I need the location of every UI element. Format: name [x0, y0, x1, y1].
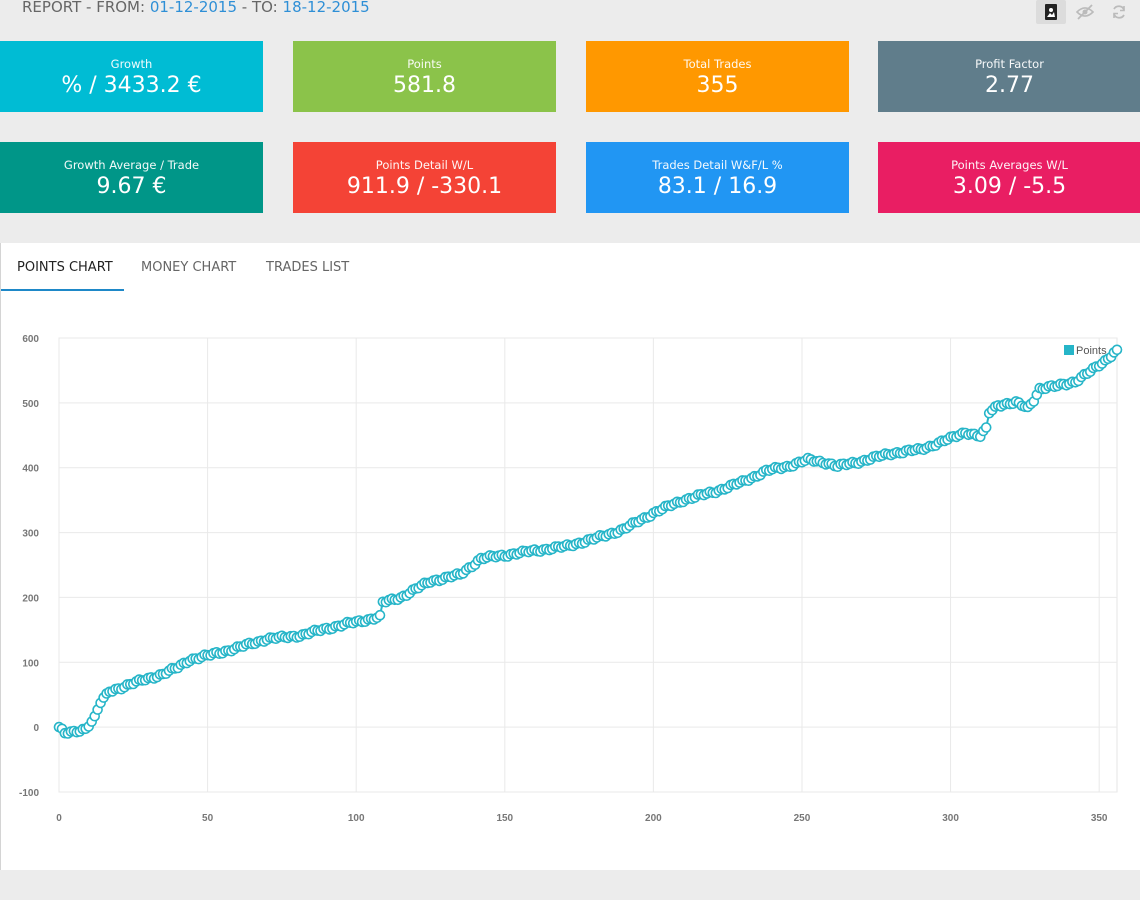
tab-points-chart[interactable]: POINTS CHART [17, 260, 113, 275]
report-prefix: REPORT - FROM: [22, 0, 146, 16]
x-tick-label: 100 [348, 813, 365, 824]
total-trades-value: 355 [696, 73, 739, 98]
y-tick-label: 400 [22, 464, 39, 475]
x-tick-label: 150 [496, 813, 513, 824]
y-tick-label: 100 [22, 658, 39, 669]
tab-money-chart[interactable]: MONEY CHART [141, 260, 237, 275]
to-date[interactable]: 18-12-2015 [282, 0, 370, 16]
growth-average-label: Growth Average / Trade [63, 158, 200, 172]
x-tick-label: 350 [1091, 813, 1108, 824]
total-trades-label: Total Trades [683, 57, 752, 71]
y-tick-label: -100 [19, 788, 39, 799]
active-tab-indicator [1, 289, 124, 291]
points-detail-value: 911.9 / -330.1 [346, 174, 503, 199]
y-tick-label: 200 [22, 593, 39, 604]
points-averages-value: 3.09 / -5.5 [952, 174, 1067, 199]
points-label: Points [407, 57, 442, 71]
profit-factor-value: 2.77 [985, 73, 1034, 98]
trades-detail-label: Trades Detail W&F/L % [652, 158, 783, 172]
growth-value: % / 3433.2 € [61, 73, 202, 98]
y-tick-label: 500 [22, 399, 39, 410]
legend-label: Points [1076, 345, 1107, 357]
toolbar [1036, 0, 1134, 24]
x-tick-label: 250 [794, 813, 811, 824]
tab-trades-list[interactable]: TRADES LIST [266, 260, 350, 275]
growth-average-value: 9.67 € [96, 174, 167, 199]
image-icon [1045, 4, 1057, 20]
total-trades-tile: Total Trades 355 [586, 41, 849, 112]
from-date[interactable]: 01-12-2015 [149, 0, 238, 16]
y-tick-label: 300 [22, 529, 39, 540]
trades-detail-tile: Trades Detail W&F/L % 83.1 / 16.9 [586, 142, 849, 213]
data-point [980, 422, 992, 433]
image-view-button[interactable] [1036, 0, 1066, 24]
points-detail-label: Points Detail W/L [375, 158, 474, 172]
refresh-button[interactable] [1104, 0, 1134, 24]
growth-average-tile: Growth Average / Trade 9.67 € [0, 142, 263, 213]
y-tick-label: 0 [33, 723, 39, 734]
refresh-icon [1113, 5, 1125, 19]
growth-label: Growth [110, 57, 153, 71]
x-tick-label: 200 [645, 813, 662, 824]
eye-off-icon [1075, 4, 1095, 20]
growth-tile: Growth % / 3433.2 € [0, 41, 263, 112]
chart-tabs: POINTS CHART MONEY CHART TRADES LIST [1, 243, 1140, 291]
points-averages-label: Points Averages W/L [951, 158, 1068, 172]
points-averages-tile: Points Averages W/L 3.09 / -5.5 [878, 142, 1140, 213]
y-tick-label: 600 [22, 334, 39, 345]
profit-factor-tile: Profit Factor 2.77 [878, 41, 1140, 112]
data-point [1111, 344, 1123, 356]
profit-factor-label: Profit Factor [975, 57, 1044, 71]
x-tick-label: 50 [202, 813, 214, 824]
x-tick-label: 0 [56, 813, 62, 824]
x-tick-label: 300 [942, 813, 959, 824]
plot-area [58, 337, 1118, 793]
hide-button[interactable] [1070, 0, 1100, 24]
points-tile: Points 581.8 [293, 41, 556, 112]
legend-swatch [1064, 345, 1074, 355]
trades-detail-value: 83.1 / 16.9 [657, 174, 778, 199]
points-detail-tile: Points Detail W/L 911.9 / -330.1 [293, 142, 556, 213]
to-separator: - TO: [241, 0, 278, 16]
chart-panel: POINTS CHART MONEY CHART TRADES LIST -10… [0, 243, 1140, 870]
data-point [374, 609, 386, 621]
points-value: 581.8 [393, 73, 456, 98]
report-header: REPORT - FROM: 01-12-2015 - TO: 18-12-20… [22, 0, 370, 16]
points-chart[interactable]: -100 0 100 200 300 400 500 600 0 50 100 150 200 250 30… [1, 243, 1140, 870]
